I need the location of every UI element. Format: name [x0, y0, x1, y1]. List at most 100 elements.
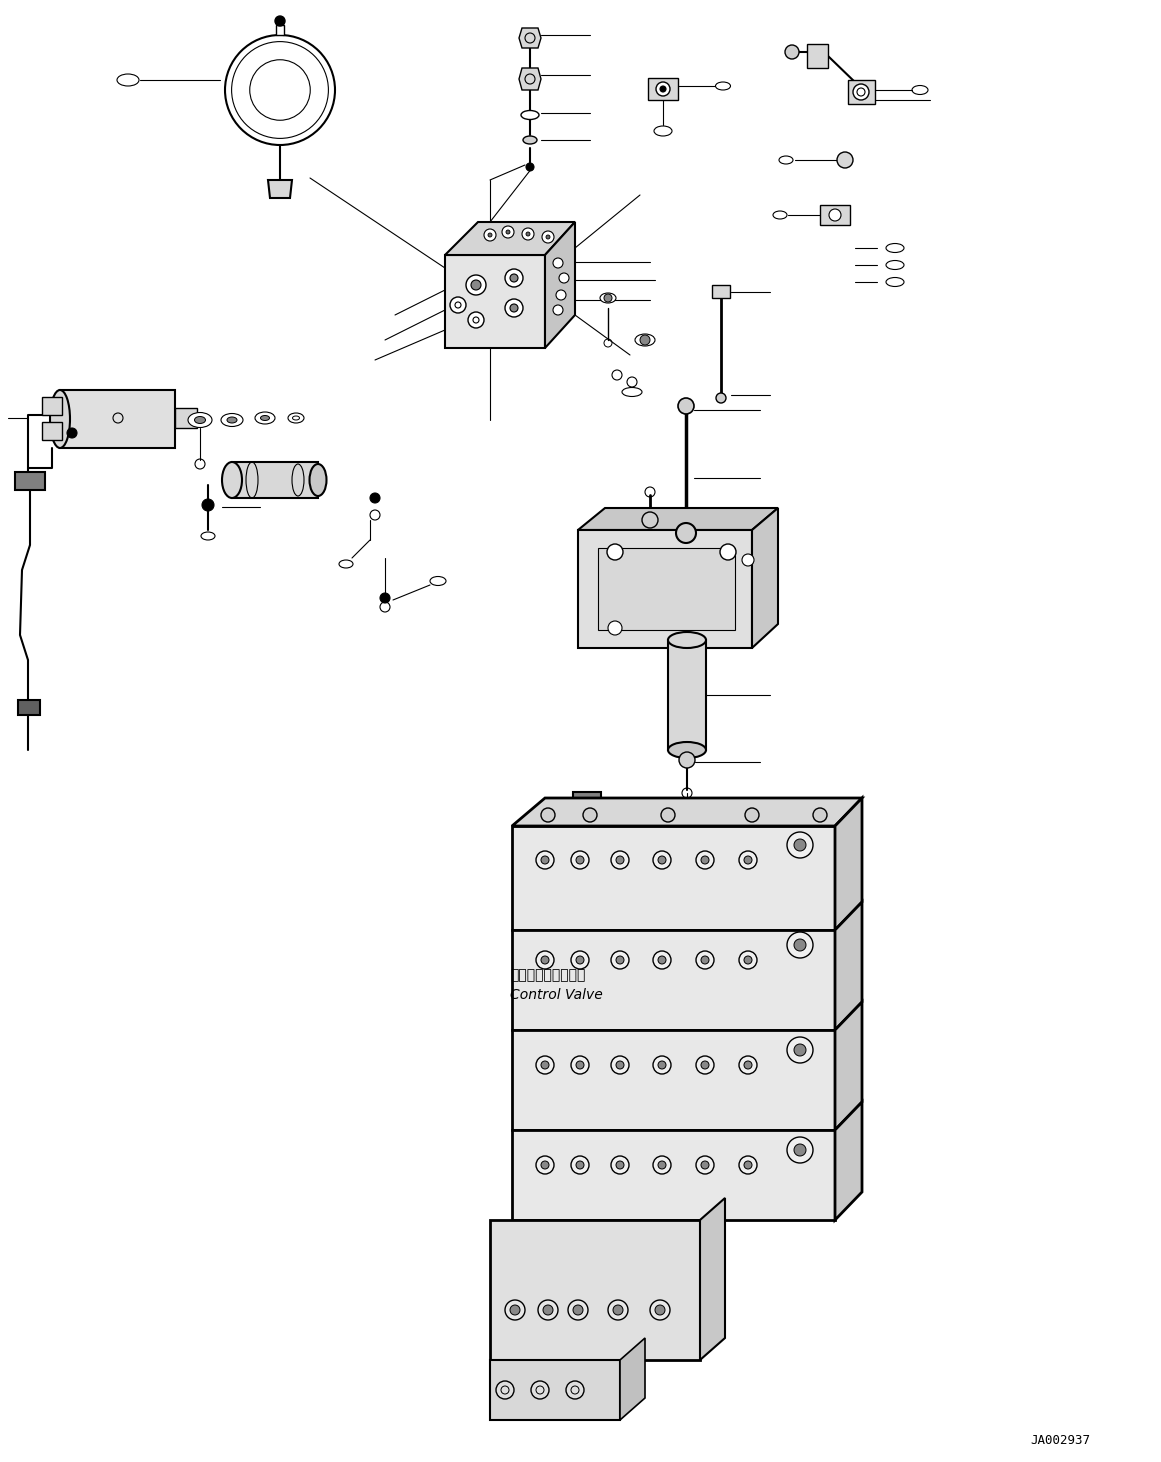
- Circle shape: [195, 412, 205, 423]
- Circle shape: [553, 306, 563, 314]
- Circle shape: [567, 1382, 584, 1399]
- Circle shape: [541, 855, 549, 864]
- Circle shape: [679, 751, 695, 768]
- Circle shape: [608, 1300, 628, 1320]
- Circle shape: [742, 554, 753, 566]
- Circle shape: [571, 1156, 589, 1174]
- Circle shape: [522, 228, 534, 240]
- Circle shape: [640, 335, 650, 345]
- Polygon shape: [835, 1102, 861, 1219]
- Polygon shape: [807, 44, 828, 69]
- Ellipse shape: [310, 463, 326, 496]
- Ellipse shape: [600, 292, 616, 303]
- Circle shape: [466, 275, 486, 295]
- Circle shape: [794, 939, 806, 950]
- Polygon shape: [578, 531, 752, 648]
- Circle shape: [450, 297, 466, 313]
- Circle shape: [794, 1143, 806, 1156]
- Circle shape: [716, 393, 726, 404]
- Circle shape: [744, 1161, 752, 1170]
- Circle shape: [225, 35, 336, 145]
- Polygon shape: [712, 285, 730, 298]
- Polygon shape: [835, 1001, 861, 1130]
- Circle shape: [536, 1056, 554, 1075]
- Ellipse shape: [188, 412, 212, 427]
- Polygon shape: [512, 1130, 835, 1219]
- Circle shape: [468, 311, 484, 327]
- Circle shape: [695, 1156, 714, 1174]
- Polygon shape: [490, 1360, 620, 1420]
- Circle shape: [661, 808, 675, 822]
- Circle shape: [576, 956, 584, 963]
- Polygon shape: [60, 390, 175, 447]
- Circle shape: [506, 230, 510, 234]
- Circle shape: [658, 1161, 666, 1170]
- Circle shape: [655, 1306, 665, 1314]
- Circle shape: [695, 1056, 714, 1075]
- Text: コントロールバルブ: コントロールバルブ: [510, 968, 585, 982]
- Circle shape: [744, 855, 752, 864]
- Circle shape: [616, 1161, 623, 1170]
- Circle shape: [720, 544, 736, 560]
- Circle shape: [701, 956, 709, 963]
- Bar: [574, 792, 601, 808]
- Polygon shape: [512, 826, 835, 930]
- Circle shape: [370, 493, 380, 503]
- Circle shape: [574, 1306, 583, 1314]
- Ellipse shape: [255, 412, 275, 424]
- Circle shape: [652, 1056, 671, 1075]
- Circle shape: [275, 16, 284, 26]
- Circle shape: [611, 1056, 629, 1075]
- Polygon shape: [668, 640, 706, 750]
- Circle shape: [510, 273, 518, 282]
- Polygon shape: [512, 930, 835, 1031]
- Circle shape: [616, 956, 623, 963]
- Circle shape: [202, 499, 214, 512]
- Circle shape: [695, 851, 714, 868]
- Circle shape: [740, 1156, 757, 1174]
- Circle shape: [652, 851, 671, 868]
- Ellipse shape: [260, 415, 269, 421]
- Polygon shape: [545, 222, 575, 348]
- Circle shape: [604, 294, 612, 303]
- Polygon shape: [175, 408, 197, 428]
- Circle shape: [558, 273, 569, 284]
- Polygon shape: [700, 1197, 724, 1360]
- Circle shape: [526, 232, 531, 235]
- Circle shape: [505, 269, 522, 287]
- Circle shape: [556, 289, 567, 300]
- Circle shape: [510, 304, 518, 311]
- Circle shape: [616, 1061, 623, 1069]
- Polygon shape: [620, 1338, 646, 1420]
- Circle shape: [541, 808, 555, 822]
- Circle shape: [652, 950, 671, 969]
- Circle shape: [576, 1061, 584, 1069]
- Polygon shape: [512, 1031, 835, 1130]
- Circle shape: [656, 82, 670, 96]
- Circle shape: [650, 1300, 670, 1320]
- Circle shape: [787, 832, 813, 858]
- Circle shape: [701, 1061, 709, 1069]
- Polygon shape: [519, 28, 541, 48]
- Circle shape: [652, 1156, 671, 1174]
- Circle shape: [853, 83, 868, 99]
- Circle shape: [488, 232, 492, 237]
- Circle shape: [526, 162, 534, 171]
- Circle shape: [542, 231, 554, 243]
- Circle shape: [642, 512, 658, 528]
- Circle shape: [745, 808, 759, 822]
- Polygon shape: [512, 798, 861, 826]
- Circle shape: [744, 1061, 752, 1069]
- Circle shape: [67, 428, 77, 439]
- Polygon shape: [490, 1219, 700, 1360]
- Polygon shape: [835, 798, 861, 930]
- Polygon shape: [820, 205, 850, 225]
- Circle shape: [576, 1161, 584, 1170]
- Circle shape: [505, 1300, 525, 1320]
- Circle shape: [616, 855, 623, 864]
- Circle shape: [740, 950, 757, 969]
- Circle shape: [701, 855, 709, 864]
- Circle shape: [536, 1156, 554, 1174]
- Circle shape: [471, 281, 481, 289]
- Circle shape: [553, 257, 563, 268]
